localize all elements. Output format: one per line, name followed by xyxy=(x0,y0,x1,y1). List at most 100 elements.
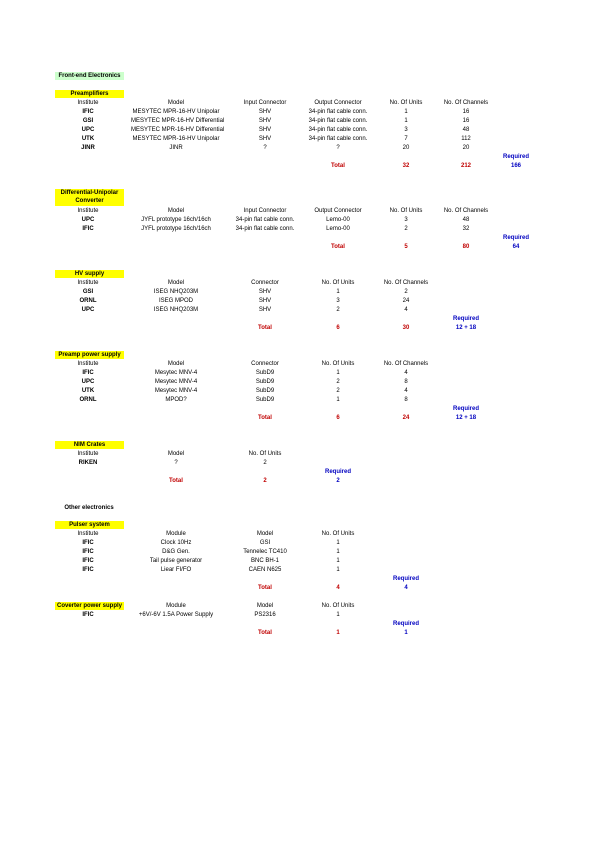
cell: SHV xyxy=(258,118,272,124)
required-label: Required xyxy=(392,621,419,627)
total-value: 212 xyxy=(460,163,471,169)
cell: SHV xyxy=(258,289,272,295)
total-value: 5 xyxy=(404,244,408,250)
cell: UTK xyxy=(81,388,95,394)
cell: 4 xyxy=(404,370,408,376)
cell: IFIC xyxy=(82,370,94,376)
cell: 1 xyxy=(336,612,340,618)
column-header: No. Of Units xyxy=(389,100,423,106)
column-header: Module xyxy=(166,531,186,537)
cell: ORNL xyxy=(79,298,97,304)
cell: MESYTEC MPR-16-HV Differential xyxy=(131,127,225,133)
cell: SubD9 xyxy=(255,370,275,376)
cell: UTK xyxy=(81,136,95,142)
required-label: Required xyxy=(392,576,419,582)
section-title: Differential-Unipolar Converter xyxy=(55,189,124,206)
cell: 2 xyxy=(263,460,267,466)
cell: JINR xyxy=(169,145,183,151)
cell: IFIC xyxy=(82,558,94,564)
column-header: No. Of Units xyxy=(248,451,282,457)
cell: Mesytec MNV-4 xyxy=(154,388,198,394)
cell: Mesytec MNV-4 xyxy=(154,379,198,385)
cell: MESYTEC MPR-16-HV Differential xyxy=(131,118,225,124)
cell: IFIC xyxy=(82,109,94,115)
column-header: Institute xyxy=(77,531,99,537)
required-value: 1 xyxy=(404,630,408,636)
required-value: 2 xyxy=(336,478,340,484)
cell: UPC xyxy=(81,217,95,223)
cell: Tennelec TC410 xyxy=(243,549,287,555)
column-header: Module xyxy=(166,603,186,609)
column-header: Connector xyxy=(251,280,279,286)
cell: 20 xyxy=(402,145,410,151)
section-title: Pulser system xyxy=(55,521,124,529)
column-header: Model xyxy=(256,603,274,609)
cell: 3 xyxy=(404,127,408,133)
cell: ORNL xyxy=(79,397,97,403)
column-header: Model xyxy=(167,208,185,214)
cell: 34-pin flat cable conn. xyxy=(235,217,295,223)
cell: PS2316 xyxy=(254,612,276,618)
column-header: Input Connector xyxy=(243,100,287,106)
section-title: Preamplifiers xyxy=(55,90,124,98)
cell: JYFL prototype 16ch/16ch xyxy=(141,226,211,232)
required-value: 12 + 18 xyxy=(455,415,477,421)
cell: 112 xyxy=(461,136,471,142)
cell: 3 xyxy=(404,217,408,223)
cell: MESYTEC MPR-16-HV Unipolar xyxy=(132,136,220,142)
cell: ? xyxy=(263,145,267,151)
required-label: Required xyxy=(324,469,351,475)
cell: 4 xyxy=(404,307,408,313)
cell: Liear FI/FO xyxy=(160,567,192,573)
cell: ISEG MPOD xyxy=(158,298,193,304)
total-value: 32 xyxy=(402,163,410,169)
column-header: Connector xyxy=(251,361,279,367)
cell: 24 xyxy=(402,298,410,304)
cell: Lemo-00 xyxy=(326,226,350,232)
cell: 1 xyxy=(336,397,340,403)
cell: Mesytec MNV-4 xyxy=(154,370,198,376)
required-label: Required xyxy=(452,316,479,322)
column-header: No. Of Units xyxy=(321,280,355,286)
cell: UPC xyxy=(81,127,95,133)
page-title: Front-end Electronics xyxy=(55,72,124,80)
cell: SubD9 xyxy=(255,397,275,403)
cell: 1 xyxy=(404,118,408,124)
column-header: No. Of Channels xyxy=(443,100,489,106)
cell: 2 xyxy=(336,307,340,313)
required-value: 4 xyxy=(404,585,408,591)
cell: JYFL prototype 16ch/16ch xyxy=(141,217,211,223)
column-header: Output Connector xyxy=(314,208,362,214)
required-label: Required xyxy=(502,235,529,241)
column-header: Input Connector xyxy=(243,208,287,214)
column-header: Model xyxy=(167,280,185,286)
cell: 3 xyxy=(336,298,340,304)
cell: 34-pin flat cable conn. xyxy=(308,109,368,115)
cell: 2 xyxy=(404,289,408,295)
cell: 2 xyxy=(404,226,408,232)
cell: IFIC xyxy=(82,540,94,546)
total-value: 2 xyxy=(263,478,267,484)
cell: RIKEN xyxy=(78,460,98,466)
cell: SubD9 xyxy=(255,388,275,394)
total-label: Total xyxy=(331,244,345,250)
cell: JINR xyxy=(81,145,95,151)
cell: 1 xyxy=(336,370,340,376)
cell: ISEG NHQ203M xyxy=(153,307,199,313)
cell: UPC xyxy=(81,307,95,313)
required-value: 12 + 18 xyxy=(455,325,477,331)
required-label: Required xyxy=(452,406,479,412)
required-label: Required xyxy=(502,154,529,160)
cell: 1 xyxy=(336,540,340,546)
cell: GSI xyxy=(82,118,94,124)
section-title: Coverter power supply xyxy=(55,602,124,610)
column-header: Model xyxy=(256,531,274,537)
total-value: 80 xyxy=(462,244,470,250)
cell: +6V/-6V 1.5A Power Supply xyxy=(138,612,214,618)
column-header: Institute xyxy=(77,451,99,457)
column-header: Output Connector xyxy=(314,100,362,106)
total-value: 30 xyxy=(402,325,410,331)
required-value: 166 xyxy=(510,163,521,169)
column-header: No. Of Units xyxy=(321,531,355,537)
